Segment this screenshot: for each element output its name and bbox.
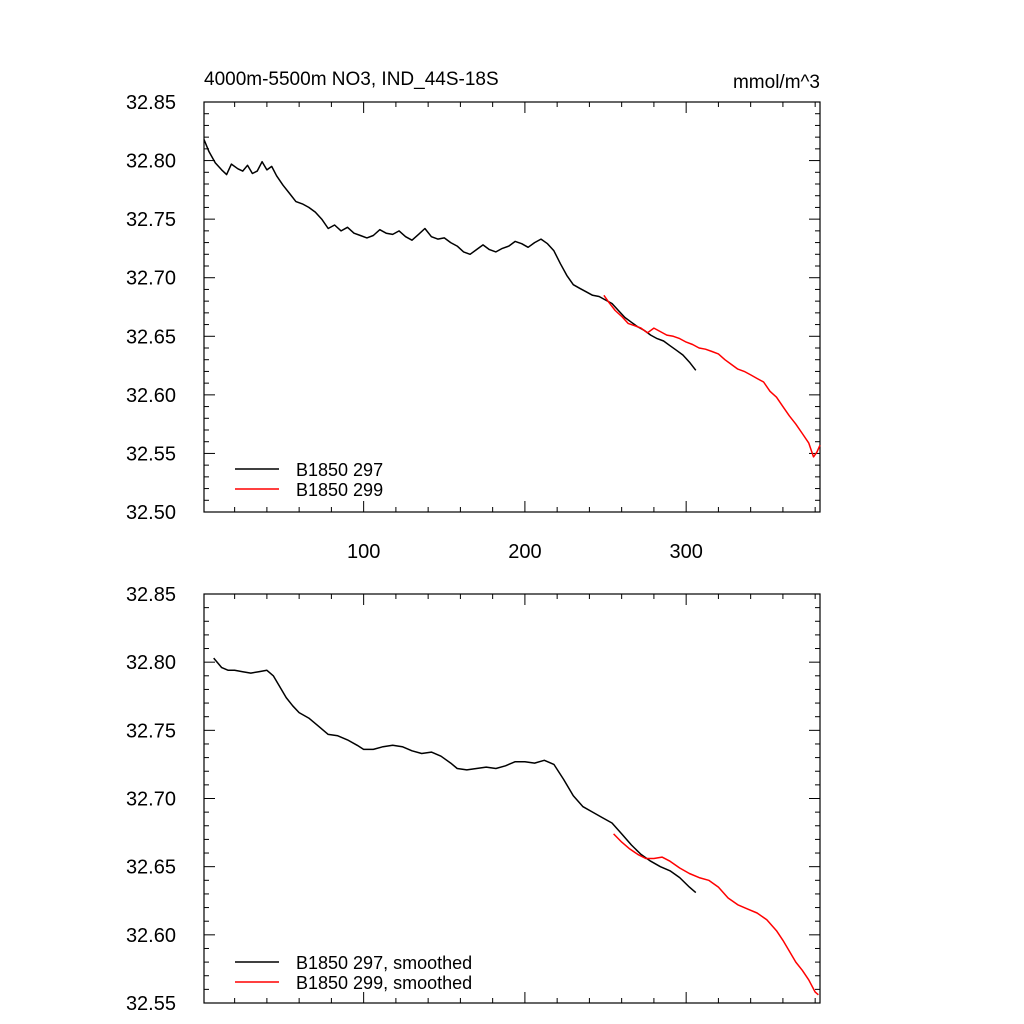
y-tick-label: 32.85	[126, 584, 176, 606]
x-tick-label: 300	[669, 541, 702, 563]
y-tick-label: 32.60	[126, 925, 176, 947]
bottom-panel: 32.55 32.60 32.65 32.70 32.75 32.80 32.85 B1850…	[126, 584, 821, 1015]
series-line-black	[213, 657, 697, 894]
y-tick-label: 32.65	[126, 857, 176, 879]
y-tick-label: 32.70	[126, 789, 176, 811]
units-label: mmol/m^3	[733, 72, 820, 93]
y-tick-label: 32.75	[126, 720, 176, 742]
chart-title: 4000m-5500m NO3, IND_44S-18S	[204, 69, 499, 90]
plot-frame	[203, 101, 821, 513]
legend-label: B1850 299	[296, 480, 383, 500]
y-tick-label: 32.55	[126, 443, 176, 465]
legend-label: B1850 297	[296, 460, 383, 480]
plot-frame	[203, 593, 821, 1004]
y-tick-label: 32.70	[126, 268, 176, 290]
legend-label: B1850 297, smoothed	[296, 953, 472, 973]
y-tick-label: 32.65	[126, 326, 176, 348]
y-tick-label: 32.80	[126, 652, 176, 674]
y-tick-label: 32.80	[126, 151, 176, 173]
y-tick-label: 32.55	[126, 993, 176, 1015]
series-line-red	[603, 294, 821, 458]
x-tick-label: 100	[347, 541, 380, 563]
y-tick-label: 32.60	[126, 385, 176, 407]
series-line-red	[613, 833, 819, 996]
top-panel: 100 200 300 32.50 32.55 32.60 32.65 32.70 32.75 3…	[126, 69, 821, 563]
y-tick-label: 32.75	[126, 209, 176, 231]
x-tick-label: 200	[508, 541, 541, 563]
legend-label: B1850 299, smoothed	[296, 973, 472, 993]
series-line-black	[203, 139, 697, 371]
y-tick-label: 32.50	[126, 502, 176, 524]
y-tick-label: 32.85	[126, 92, 176, 114]
